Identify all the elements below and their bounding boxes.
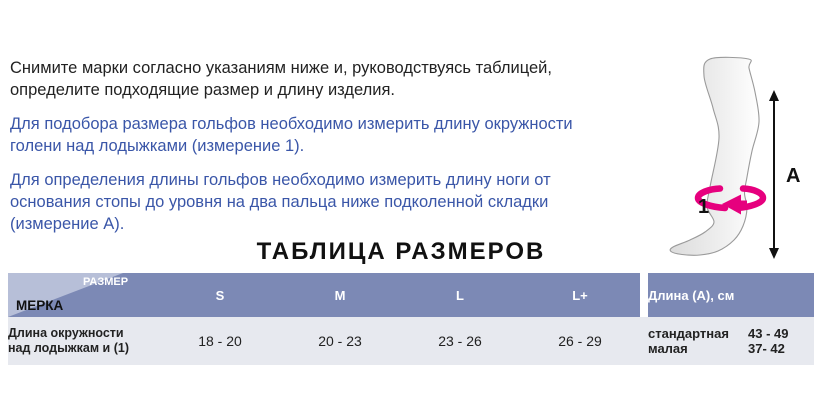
svg-text:A: A [786,165,800,187]
svg-text:1: 1 [698,196,709,218]
